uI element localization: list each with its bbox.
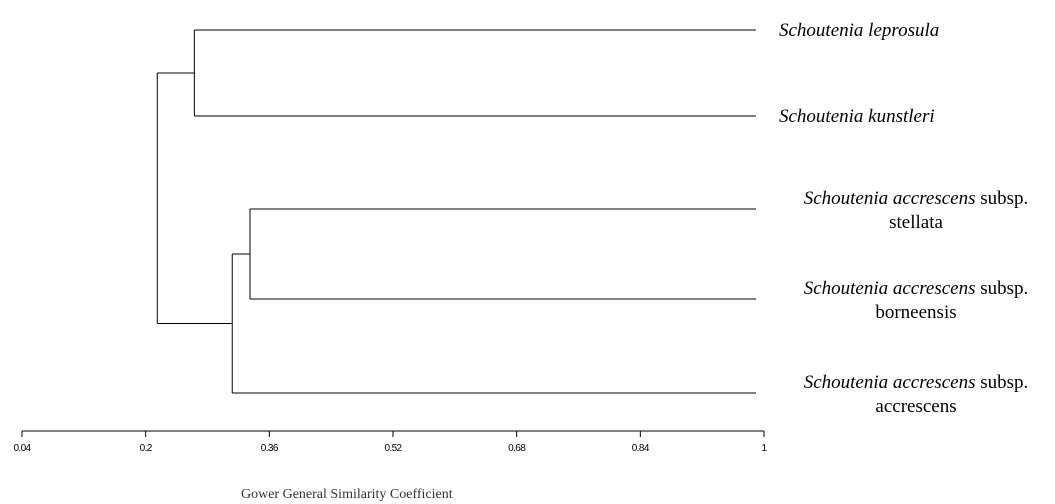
leaf-label: Schoutenia accrescens subsp. — [804, 188, 1029, 209]
leaf-labels: Schoutenia leprosula Schoutenia kunstleri… — [779, 20, 1028, 417]
leaf-taxon-name: Schoutenia leprosula — [779, 20, 939, 41]
x-axis-ticks: 0.04 0.2 0.36 0.52 0.68 0.84 1 — [13, 431, 768, 454]
leaf-label: Schoutenia accrescens subsp. — [804, 278, 1029, 299]
x-tick-label: 0.04 — [13, 443, 31, 454]
leaf-infraspecific-name: stellata — [889, 212, 943, 233]
x-axis-title: Gower General Similarity Coefficient — [241, 487, 453, 502]
x-tick-label: 0.2 — [140, 443, 153, 454]
leaf-taxon-name: Schoutenia accrescens — [804, 278, 976, 299]
x-tick-label: 0.52 — [384, 443, 402, 454]
x-tick-label: 0.84 — [632, 443, 650, 454]
leaf-rank: subsp. — [980, 372, 1028, 393]
leaf-taxon-name: Schoutenia accrescens — [804, 188, 976, 209]
dendrogram-branches — [156, 29, 756, 394]
x-axis: 0.04 0.2 0.36 0.52 0.68 0.84 1 — [13, 430, 768, 454]
leaf-infraspecific-name: accrescens — [875, 396, 956, 417]
x-tick-label: 0.36 — [261, 443, 279, 454]
leaf-taxon-name: Schoutenia accrescens — [804, 372, 976, 393]
leaf-label: Schoutenia accrescens subsp. — [804, 372, 1029, 393]
leaf-label: Schoutenia kunstleri — [779, 106, 935, 127]
leaf-rank: subsp. — [980, 188, 1028, 209]
leaf-label: Schoutenia leprosula — [779, 20, 939, 41]
x-tick-label: 0.68 — [508, 443, 526, 454]
leaf-infraspecific-name: borneensis — [875, 302, 956, 323]
leaf-taxon-name: Schoutenia kunstleri — [779, 106, 935, 127]
leaf-rank: subsp. — [980, 278, 1028, 299]
x-tick-label: 1 — [762, 443, 768, 454]
